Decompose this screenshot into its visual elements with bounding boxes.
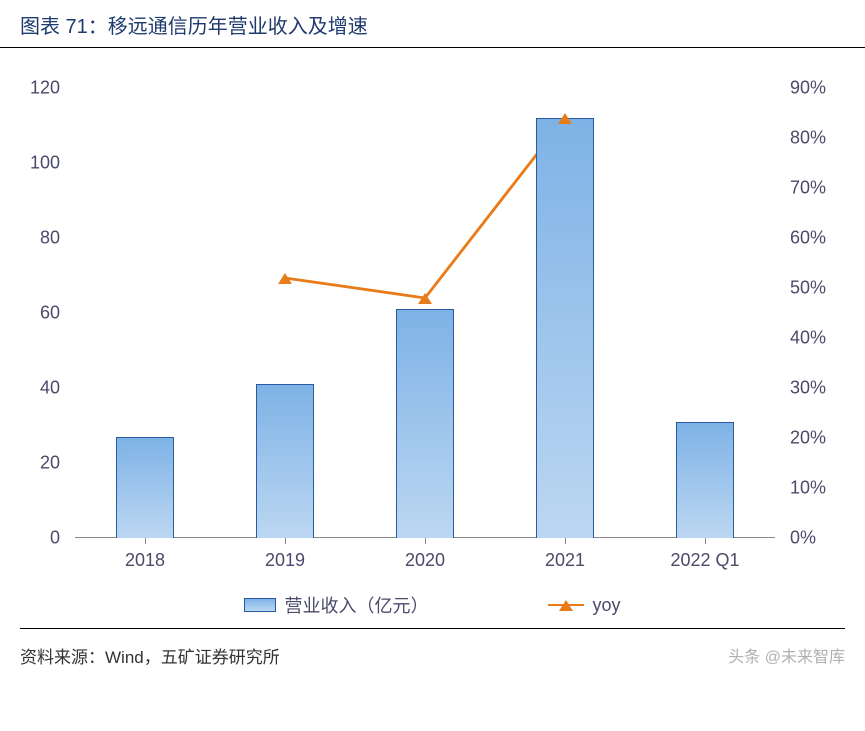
x-tick [565, 538, 566, 544]
chart-title: 图表 71：移远通信历年营业收入及增速 [0, 0, 865, 48]
ytick-left: 80 [40, 228, 60, 249]
ytick-left: 0 [50, 528, 60, 549]
bottom-rule [20, 628, 845, 629]
ytick-right: 90% [790, 78, 826, 99]
bar [676, 422, 735, 538]
legend-swatch-line [548, 598, 584, 612]
ytick-right: 0% [790, 528, 816, 549]
ytick-right: 80% [790, 128, 826, 149]
bar [256, 384, 315, 538]
plot-region: 20182019202020212022 Q1 [75, 88, 775, 538]
y-axis-left: 020406080100120 [20, 88, 70, 538]
ytick-right: 20% [790, 428, 826, 449]
ytick-right: 70% [790, 178, 826, 199]
legend-item-line: yoy [548, 595, 620, 616]
yoy-marker [278, 273, 292, 284]
legend-label-bar: 营业收入（亿元） [284, 592, 428, 618]
x-tick [705, 538, 706, 544]
yoy-line [285, 118, 565, 298]
ytick-left: 100 [30, 153, 60, 174]
x-tick [145, 538, 146, 544]
ytick-left: 40 [40, 378, 60, 399]
legend-item-bar: 营业收入（亿元） [244, 592, 428, 618]
x-label: 2020 [405, 550, 445, 571]
legend-swatch-bar [244, 598, 276, 612]
y-axis-right: 0%10%20%30%40%50%60%70%80%90% [780, 88, 845, 538]
ytick-left: 20 [40, 453, 60, 474]
source-label: 资料来源：Wind，五矿证券研究所 [20, 643, 280, 668]
x-label: 2021 [545, 550, 585, 571]
legend-label-line: yoy [592, 595, 620, 616]
ytick-right: 30% [790, 378, 826, 399]
yoy-marker [558, 113, 572, 124]
ytick-right: 10% [790, 478, 826, 499]
x-label: 2019 [265, 550, 305, 571]
ytick-left: 60 [40, 303, 60, 324]
yoy-marker [418, 293, 432, 304]
legend: 营业收入（亿元） yoy [20, 592, 845, 618]
x-label: 2018 [125, 550, 165, 571]
x-tick [285, 538, 286, 544]
ytick-right: 60% [790, 228, 826, 249]
ytick-left: 120 [30, 78, 60, 99]
ytick-right: 50% [790, 278, 826, 299]
ytick-right: 40% [790, 328, 826, 349]
watermark: 头条 @未来智库 [728, 643, 845, 668]
chart-area: 0 20 40 60 80 100 120 0% 10% 20% 30% 40% 50% 60% 70% 8… [20, 78, 845, 618]
bar [116, 437, 175, 538]
bar [396, 309, 455, 538]
x-tick [425, 538, 426, 544]
x-label: 2022 Q1 [670, 550, 739, 571]
bar [536, 118, 595, 538]
